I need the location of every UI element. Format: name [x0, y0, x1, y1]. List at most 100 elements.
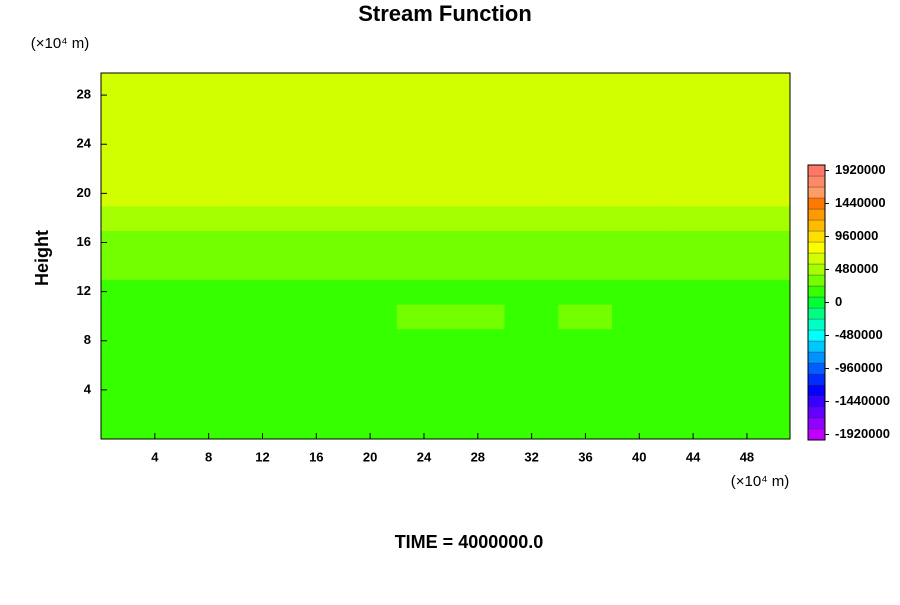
y-tick-label: 4 [84, 381, 92, 396]
field-cell [558, 156, 614, 182]
field-cell [181, 254, 237, 281]
field-cell [558, 328, 614, 354]
field-cell [612, 82, 667, 109]
field-cell [719, 82, 775, 109]
field-cell [181, 156, 237, 182]
field-cell [127, 303, 183, 330]
field-cell [235, 279, 291, 305]
field-cell [719, 279, 775, 305]
field-cell [719, 107, 775, 133]
field-cell [342, 229, 398, 256]
field-cell [396, 107, 452, 133]
field-cell [396, 73, 452, 84]
colorbar-label: -480000 [835, 327, 883, 342]
field-cell [235, 401, 291, 428]
colorbar-label: -1440000 [835, 393, 890, 408]
field-cell [101, 254, 129, 281]
colorbar-band [807, 373, 826, 386]
field-cell [342, 131, 398, 158]
field-cell [396, 352, 452, 379]
field-cell [235, 352, 291, 379]
field-cell [101, 156, 129, 182]
y-tick-label: 20 [77, 185, 91, 200]
field-cell [289, 401, 344, 428]
colorbar-band [807, 164, 826, 177]
colorbar-label: 1440000 [835, 195, 886, 210]
field-cell [235, 328, 291, 354]
field-cell [235, 254, 291, 281]
field-cell [101, 352, 129, 379]
colorbar-band [807, 362, 826, 375]
field-cell [612, 180, 667, 207]
colorbar-band [807, 395, 826, 408]
field-cell [289, 303, 344, 330]
field-cell [289, 205, 344, 231]
field-cell [558, 377, 614, 403]
field-cell [773, 328, 790, 354]
field-cell [450, 156, 506, 182]
field-cell [504, 131, 560, 158]
x-tick-label: 48 [740, 449, 754, 464]
field-cell [773, 131, 790, 158]
x-tick-label: 24 [417, 449, 432, 464]
field-cell [235, 156, 291, 182]
field-cell [127, 131, 183, 158]
field-cell [665, 205, 721, 231]
field-cell [558, 82, 614, 109]
field-cell [558, 205, 614, 231]
field-cell [612, 303, 667, 330]
colorbar-band [807, 340, 826, 353]
colorbar-band [807, 318, 826, 331]
field-cell [396, 328, 452, 354]
colorbar-band [807, 263, 826, 276]
field-cell [612, 377, 667, 403]
field-cell [181, 377, 237, 403]
field-cell [181, 205, 237, 231]
field-cell [101, 303, 129, 330]
field-cell [450, 107, 506, 133]
field-cell [127, 377, 183, 403]
colorbar-band [807, 230, 826, 243]
x-tick-label: 20 [363, 449, 377, 464]
colorbar-band [807, 406, 826, 419]
field-cell [450, 82, 506, 109]
field-cell [342, 328, 398, 354]
field-cell [773, 377, 790, 403]
field-cell [558, 229, 614, 256]
colorbar-band [807, 197, 826, 210]
field-cell [396, 131, 452, 158]
field-cell [558, 131, 614, 158]
field-cell [504, 82, 560, 109]
field-cell [235, 229, 291, 256]
field-cell [504, 328, 560, 354]
field-cell [127, 229, 183, 256]
field-cell [127, 82, 183, 109]
field-cell [450, 180, 506, 207]
field-cell [450, 377, 506, 403]
field-cell [504, 156, 560, 182]
field-cell [127, 279, 183, 305]
field-cell [235, 377, 291, 403]
field-cell [127, 328, 183, 354]
field-cell [504, 73, 560, 84]
field-cell [612, 229, 667, 256]
field-cell [342, 254, 398, 281]
chart-title: Stream Function [358, 1, 532, 26]
field-cell [719, 254, 775, 281]
field-cell [396, 254, 452, 281]
field-cell [558, 254, 614, 281]
field-cell [396, 82, 452, 109]
field-cell [101, 401, 129, 428]
colorbar-band [807, 384, 826, 397]
field-cell [450, 254, 506, 281]
field-cell [235, 205, 291, 231]
field-cell [396, 303, 452, 330]
field-cell [773, 303, 790, 330]
field-cell [342, 82, 398, 109]
field-cell [450, 328, 506, 354]
field-cell [235, 82, 291, 109]
field-cell [450, 73, 506, 84]
field-cell [665, 180, 721, 207]
field-cell [127, 352, 183, 379]
colorbar-label: 1920000 [835, 162, 886, 177]
